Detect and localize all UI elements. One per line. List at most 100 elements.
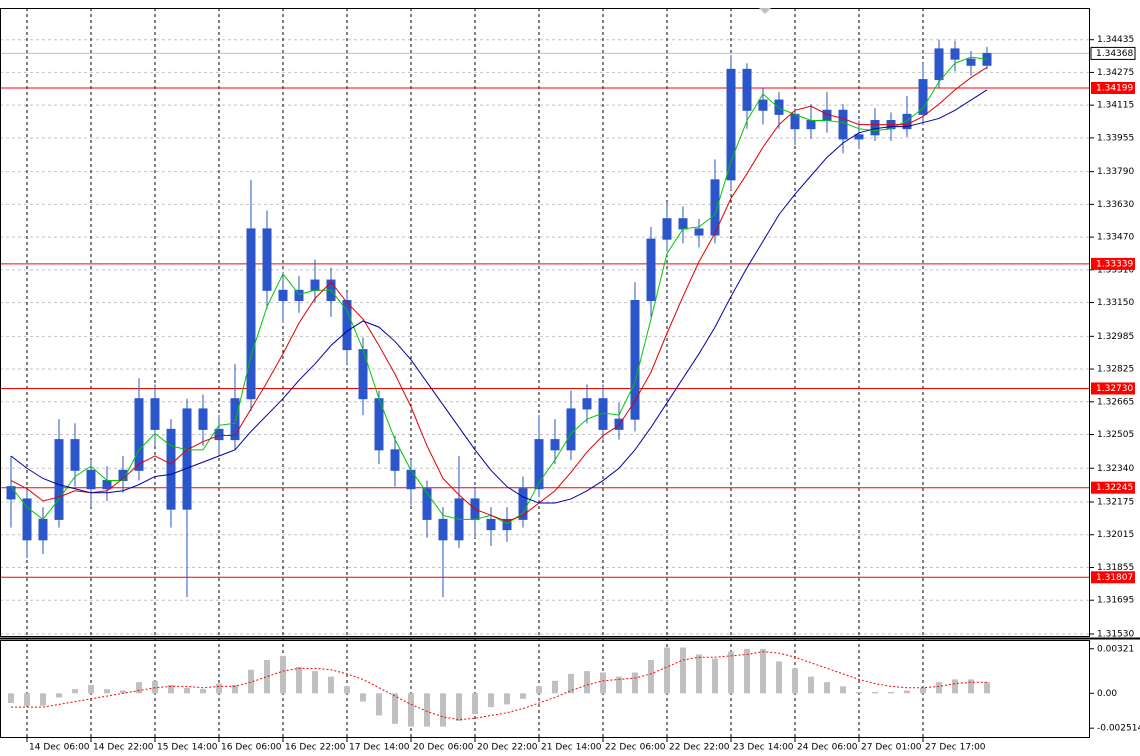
candle-body [774, 99, 784, 115]
level-label-box [1091, 382, 1135, 395]
histogram-bar [936, 682, 942, 694]
y-tick-label: 1.33470 [1097, 233, 1134, 243]
histogram-bar [136, 682, 142, 694]
y-tick-label: 1.31530 [1097, 629, 1134, 639]
line-series [10, 66, 988, 522]
histogram-bar [88, 684, 94, 694]
histogram-bar [904, 690, 910, 694]
candle-body [150, 398, 160, 430]
histogram-bar [840, 686, 846, 694]
histogram-bar [8, 693, 14, 704]
candle-body [390, 449, 400, 471]
x-tick-label: 21 Dec 14:00 [541, 743, 602, 753]
candle-body [694, 228, 704, 236]
candle-body [486, 518, 496, 531]
histogram-bar [712, 658, 718, 694]
candle-body [38, 518, 48, 541]
candle-body [934, 48, 944, 81]
candle-body [406, 469, 416, 490]
x-tick-label: 16 Dec 22:00 [285, 743, 346, 753]
x-tick-label: 14 Dec 22:00 [93, 743, 154, 753]
x-tick-label: 17 Dec 14:00 [349, 743, 410, 753]
candle-body [198, 408, 208, 430]
level-label-box [1091, 481, 1135, 494]
candle-body [646, 238, 656, 302]
candle-body [982, 52, 992, 66]
y-tick-label: 1.32665 [1097, 397, 1134, 407]
histogram-bar [616, 676, 622, 694]
indicator-frame [0, 640, 1090, 738]
y-tick-label: 1.33955 [1097, 133, 1134, 143]
histogram-bar [376, 693, 382, 716]
histogram-bar [168, 684, 174, 694]
y-tick-label: 1.32175 [1097, 498, 1134, 508]
histogram-bar [312, 671, 318, 694]
candle-body [54, 439, 64, 520]
histogram-bar [728, 651, 734, 694]
candle-body [102, 480, 112, 490]
candle-body [22, 498, 32, 541]
histogram-bar [248, 669, 254, 694]
y-tick-label: 1.34435 [1097, 35, 1134, 45]
histogram-bar [680, 647, 686, 694]
histogram-bar [520, 693, 526, 699]
histogram-bar [472, 693, 478, 715]
y-tick-label: 0.00 [1097, 689, 1117, 699]
candle-body [534, 439, 544, 490]
histogram-bar [328, 676, 334, 694]
y-tick-label: 1.34275 [1097, 68, 1134, 78]
candle-body [790, 113, 800, 130]
candle-body [742, 68, 752, 111]
current-price-box [1090, 46, 1136, 60]
y-tick-label: 1.32015 [1097, 530, 1134, 540]
histogram-bar [920, 687, 926, 694]
histogram-bar [696, 654, 702, 694]
candle-body [854, 134, 864, 140]
y-tick-label: 1.34115 [1097, 101, 1134, 111]
histogram-bar [200, 689, 206, 694]
histogram-bar [776, 661, 782, 694]
y-tick-label: 1.33630 [1097, 200, 1134, 210]
histogram-bar [456, 693, 462, 722]
histogram-bar [808, 676, 814, 694]
candle-body [6, 486, 16, 500]
histogram-bar [536, 686, 542, 694]
y-tick-label: -0.002514 [1097, 724, 1140, 734]
histogram-bar [264, 660, 270, 694]
histogram-bar [408, 693, 414, 727]
histogram-bar [584, 671, 590, 694]
candle-body [630, 300, 640, 420]
y-tick-label: 1.33790 [1097, 167, 1134, 177]
x-tick-label: 27 Dec 17:00 [925, 743, 986, 753]
x-tick-label: 23 Dec 14:00 [733, 743, 794, 753]
x-tick-label: 24 Dec 06:00 [797, 743, 858, 753]
candle-body [262, 228, 272, 291]
candle-body [342, 300, 352, 351]
histogram-bar [24, 693, 30, 706]
candle-body [662, 218, 672, 240]
x-tick-label: 15 Dec 14:00 [157, 743, 218, 753]
level-label: 1.31807 [1096, 573, 1133, 583]
histogram-bar [120, 690, 126, 694]
candle-body [710, 179, 720, 236]
histogram-bar [600, 672, 606, 694]
y-tick-label: 1.33310 [1097, 265, 1134, 275]
candle-body [310, 279, 320, 291]
x-tick-label: 20 Dec 06:00 [413, 743, 474, 753]
level-label: 1.34199 [1096, 83, 1133, 93]
histogram-bar [104, 689, 110, 694]
histogram-bar [184, 687, 190, 694]
x-tick-label: 20 Dec 22:00 [477, 743, 538, 753]
histogram-bar [440, 693, 446, 727]
histogram-bar [968, 679, 974, 694]
level-label: 1.33339 [1096, 259, 1133, 269]
candle-body [214, 428, 224, 441]
candle-body [582, 398, 592, 410]
candle-body [966, 58, 976, 66]
level-label: 1.32245 [1096, 483, 1133, 493]
x-tick-label: 27 Dec 01:00 [861, 743, 922, 753]
candle-body [550, 439, 560, 451]
histogram-bar [664, 647, 670, 694]
histogram-bar [792, 668, 798, 694]
